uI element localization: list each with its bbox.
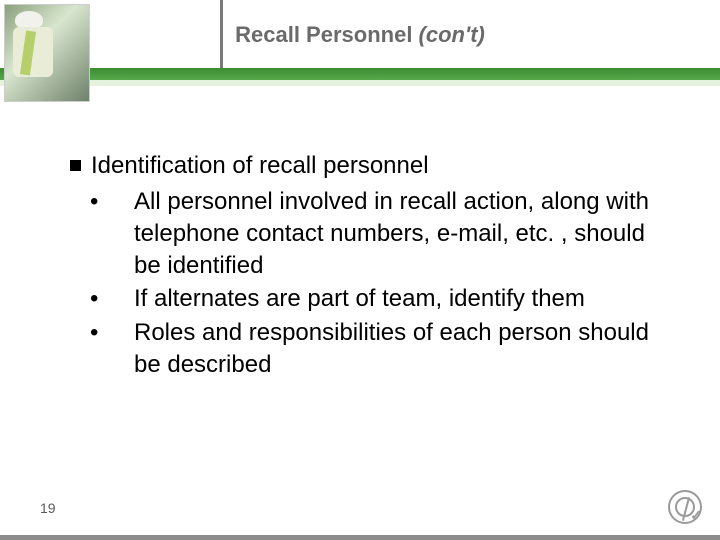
bottom-border [0, 535, 720, 540]
bullet-level1: Identification of recall personnel [70, 150, 670, 182]
content-area: Identification of recall personnel • All… [70, 150, 670, 382]
check-icon: ✓ [690, 507, 702, 524]
slide: Recall Personnel (con't) Identification … [0, 0, 720, 540]
corner-photo [4, 4, 90, 102]
globe-check-logo-icon: ✓ [668, 490, 702, 524]
bullet-level2: • Roles and responsibilities of each per… [112, 317, 670, 380]
bullet-level2: • If alternates are part of team, identi… [112, 283, 670, 315]
header-green-band [0, 68, 720, 80]
dot-bullet-icon: • [112, 186, 134, 218]
bullet-level2-text: If alternates are part of team, identify… [134, 285, 585, 312]
bullet-level2-text: Roles and responsibilities of each perso… [134, 319, 649, 378]
bullet-level2-text: All personnel involved in recall action,… [134, 188, 649, 278]
slide-title: Recall Personnel (con't) [235, 22, 485, 48]
square-bullet-icon [70, 160, 81, 171]
bullet-level1-text: Identification of recall personnel [91, 152, 429, 179]
slide-header: Recall Personnel (con't) [0, 0, 720, 90]
dot-bullet-icon: • [112, 317, 134, 349]
title-text-plain: Recall Personnel [235, 22, 418, 47]
bullet-level2: • All personnel involved in recall actio… [112, 186, 670, 281]
title-bar: Recall Personnel (con't) [0, 10, 720, 60]
title-text-italic: (con't) [419, 22, 485, 47]
dot-bullet-icon: • [112, 283, 134, 315]
page-number: 19 [40, 500, 56, 516]
